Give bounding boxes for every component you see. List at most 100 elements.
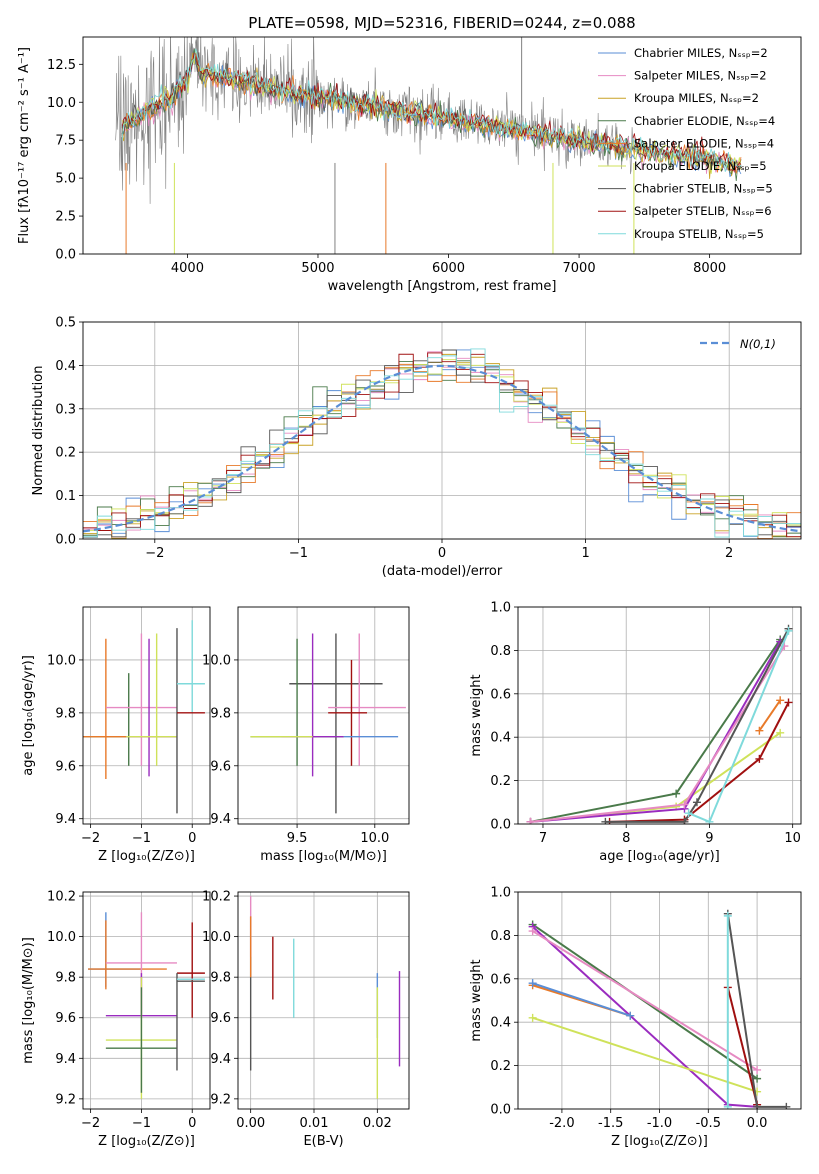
x-tick-label: −2 xyxy=(81,831,100,846)
legend-label: Kroupa STELIB, Nₛₛₚ=5 xyxy=(634,227,764,241)
marker-salpeter_miles xyxy=(753,1065,762,1074)
model-line-chabrier_stelib xyxy=(121,52,742,172)
y-tick-label: 10.0 xyxy=(202,653,231,668)
histogram-salpeter_elodie xyxy=(83,363,801,539)
panel-1 xyxy=(79,321,802,543)
x-tick-label: 10.0 xyxy=(360,831,389,846)
plot-area-3 xyxy=(250,633,406,814)
x-tick-label: 0.01 xyxy=(300,1116,329,1131)
legend-label: N(0,1) xyxy=(740,337,776,351)
marker-chabrier_stelib xyxy=(753,1102,762,1109)
axes-frame xyxy=(82,606,211,825)
y-tick-label: 9.8 xyxy=(55,706,76,721)
x-tick-label: 1 xyxy=(581,546,589,561)
gaussian-curve xyxy=(83,364,801,533)
y-tick-label: 10.0 xyxy=(47,653,76,668)
y-tick-label: 0.4 xyxy=(490,1016,511,1031)
axes-frame xyxy=(237,891,410,1110)
model-line-salpeter_stelib xyxy=(121,52,742,172)
marker-kroupa_stelib xyxy=(784,626,793,635)
y-tick-label: 7.5 xyxy=(55,134,76,149)
y-tick-label: 10.0 xyxy=(47,930,76,945)
x-tick-label: 8 xyxy=(622,831,630,846)
legend-label: Kroupa MILES, Nₛₛₚ=2 xyxy=(634,91,759,105)
axes-frame xyxy=(82,36,802,255)
model-line-kroupa_stelib xyxy=(121,48,742,172)
x-axis-label: wavelength [Angstrom, rest frame] xyxy=(328,279,557,294)
panel-7 xyxy=(514,891,802,1113)
x-tick-label: -0.5 xyxy=(696,1116,721,1131)
y-tick-label: 1.0 xyxy=(490,886,511,901)
panel-0 xyxy=(79,36,802,258)
y-axis-label: mass [log₁₀(M/M⊙)] xyxy=(21,937,36,1064)
x-axis-label: Z [log₁₀(Z/Z⊙)] xyxy=(98,849,195,864)
y-tick-label: 9.4 xyxy=(210,812,231,827)
x-tick-label: −1 xyxy=(132,831,151,846)
axes-frame xyxy=(517,606,802,825)
y-tick-label: 10.0 xyxy=(202,930,231,945)
y-tick-label: 9.8 xyxy=(210,706,231,721)
marker-kroupa_stelib xyxy=(723,1102,732,1109)
mass-weight-line-chabrier_elodie xyxy=(530,638,782,823)
legend-label: Salpeter MILES, Nₛₛₚ=2 xyxy=(634,69,767,83)
x-tick-label: −1 xyxy=(132,1116,151,1131)
x-tick-label: 7000 xyxy=(563,261,596,276)
x-tick-label: 2 xyxy=(725,546,733,561)
x-tick-label: 8000 xyxy=(693,261,726,276)
plot-area-5 xyxy=(88,912,205,1099)
plot-area-4 xyxy=(526,624,793,824)
mass-weight-line-purple xyxy=(530,641,782,823)
y-tick-label: 9.4 xyxy=(55,812,76,827)
marker-salpeter_miles xyxy=(526,817,535,824)
y-tick-label: 9.6 xyxy=(55,759,76,774)
y-tick-label: 0.8 xyxy=(490,929,511,944)
marker-kroupa_elodie xyxy=(528,1013,537,1022)
y-tick-label: 0.3 xyxy=(55,402,76,417)
y-tick-label: 0.0 xyxy=(490,818,511,833)
y-tick-label: 2.5 xyxy=(55,210,76,225)
x-tick-label: −2 xyxy=(81,1116,100,1131)
legend-label: Kroupa ELODIE, Nₛₛₚ=5 xyxy=(634,159,767,173)
y-tick-label: 9.6 xyxy=(210,1011,231,1026)
y-tick-label: 0.6 xyxy=(490,972,511,987)
x-axis-label: Z [log₁₀(Z/Z⊙)] xyxy=(611,1134,708,1149)
marker-chabrier_stelib xyxy=(782,1102,791,1109)
mass-weight-line-kroupa_elodie xyxy=(532,1016,758,1093)
y-axis-label: Flux [fλ10⁻¹⁷ erg cm⁻² s⁻¹ A⁻¹] xyxy=(17,47,32,244)
marker-salpeter_elodie xyxy=(755,726,764,735)
panel-6 xyxy=(234,891,410,1113)
marker-chabrier_stelib xyxy=(680,817,689,824)
axes-frame xyxy=(82,891,211,1110)
y-tick-label: 9.6 xyxy=(210,759,231,774)
y-axis-label: Normed distribution xyxy=(31,366,46,496)
marker-chabrier_elodie xyxy=(753,1074,762,1083)
marker-salpeter_stelib xyxy=(755,754,764,763)
axes-frame xyxy=(517,891,802,1110)
mass-weight-line-chabrier_stelib xyxy=(605,628,790,823)
x-tick-label: 0.02 xyxy=(363,1116,392,1131)
y-tick-label: 9.8 xyxy=(210,971,231,986)
y-tick-label: 0.2 xyxy=(55,446,76,461)
marker-chabrier_stelib xyxy=(692,798,701,807)
plot-area-7 xyxy=(528,909,791,1109)
y-tick-label: 0.0 xyxy=(490,1103,511,1118)
marker-chabrier_miles xyxy=(626,1011,635,1020)
y-tick-label: 0.2 xyxy=(490,1059,511,1074)
y-tick-label: 0.2 xyxy=(490,774,511,789)
histogram-kroupa_stelib xyxy=(83,348,801,538)
y-tick-label: 0.0 xyxy=(55,533,76,548)
x-tick-label: 0.00 xyxy=(236,1116,265,1131)
y-tick-label: 12.5 xyxy=(47,58,76,73)
panel-2 xyxy=(79,606,211,828)
y-tick-label: 0.6 xyxy=(490,687,511,702)
y-axis-label: mass weight xyxy=(469,674,484,756)
panel-4 xyxy=(514,606,802,828)
y-tick-label: 10.2 xyxy=(47,890,76,905)
plot-area-0 xyxy=(115,37,742,254)
y-tick-label: 9.8 xyxy=(55,971,76,986)
x-tick-label: 0 xyxy=(188,1116,196,1131)
x-tick-label: −2 xyxy=(145,546,164,561)
y-tick-label: 0.1 xyxy=(55,489,76,504)
y-tick-label: 10.2 xyxy=(202,890,231,905)
